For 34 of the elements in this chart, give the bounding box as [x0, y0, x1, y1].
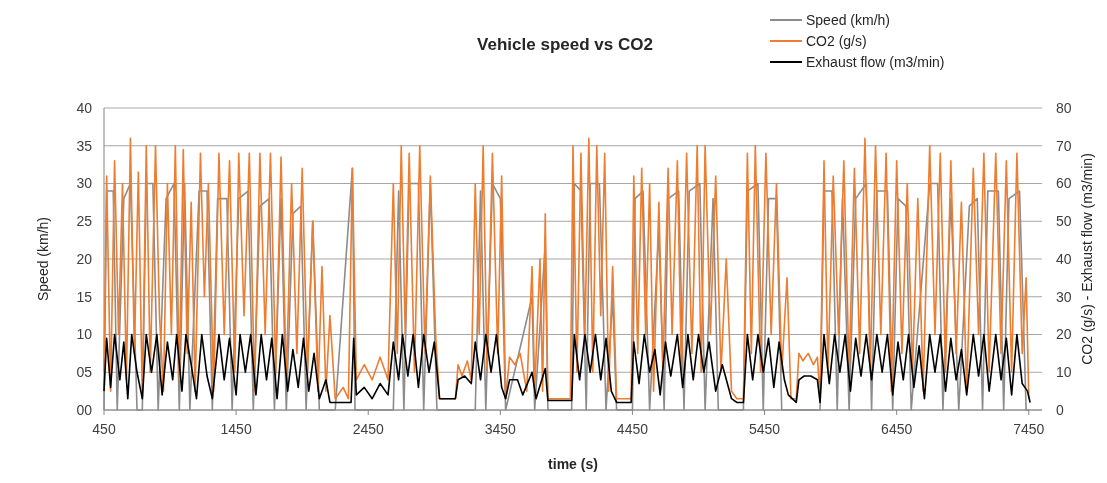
y2-tick-label: 0: [1056, 401, 1064, 418]
y-tick-label: 10: [76, 326, 93, 343]
x-tick-label: 7450: [1013, 421, 1045, 437]
y-tick-label: 15: [76, 288, 93, 305]
y2-tick-label: 70: [1056, 137, 1072, 154]
legend-label: Speed (km/h): [806, 11, 891, 28]
x-tick-label: 5450: [748, 421, 781, 437]
legend-label: Exhaust flow (m3/min): [806, 53, 945, 70]
x-axis-title: time (s): [548, 456, 598, 472]
x-tick-label: 3450: [484, 421, 517, 437]
x-tick-label: 6450: [881, 421, 913, 437]
y-tick-label: 20: [76, 250, 93, 267]
legend-label: CO2 (g/s): [806, 32, 867, 49]
y-tick-label: 40: [76, 99, 93, 116]
y-tick-label: 35: [76, 137, 93, 154]
y2-tick-label: 30: [1056, 288, 1072, 305]
y2-tick-label: 40: [1056, 250, 1072, 267]
y-tick-label: 00: [76, 401, 93, 418]
y2-tick-label: 10: [1056, 364, 1072, 381]
y2-tick-label: 50: [1056, 213, 1072, 230]
x-tick-label: 1450: [220, 421, 252, 437]
y-tick-label: 05: [76, 364, 93, 381]
y2-axis-title: CO2 (g/s) - Exhaust flow (m3/min): [1079, 153, 1095, 365]
y-tick-label: 30: [76, 175, 93, 192]
y-tick-label: 25: [76, 213, 93, 230]
x-tick-label: 2450: [352, 421, 385, 437]
y-axis-title: Speed (km/h): [35, 216, 51, 302]
y2-tick-label: 20: [1056, 326, 1072, 343]
chart-title: Vehicle speed vs CO2: [477, 35, 653, 54]
y2-tick-label: 80: [1056, 99, 1072, 116]
x-tick-label: 4450: [616, 421, 649, 437]
x-tick-label: 450: [92, 421, 116, 437]
y2-tick-label: 60: [1056, 175, 1072, 192]
line-series: [103, 333, 1031, 404]
